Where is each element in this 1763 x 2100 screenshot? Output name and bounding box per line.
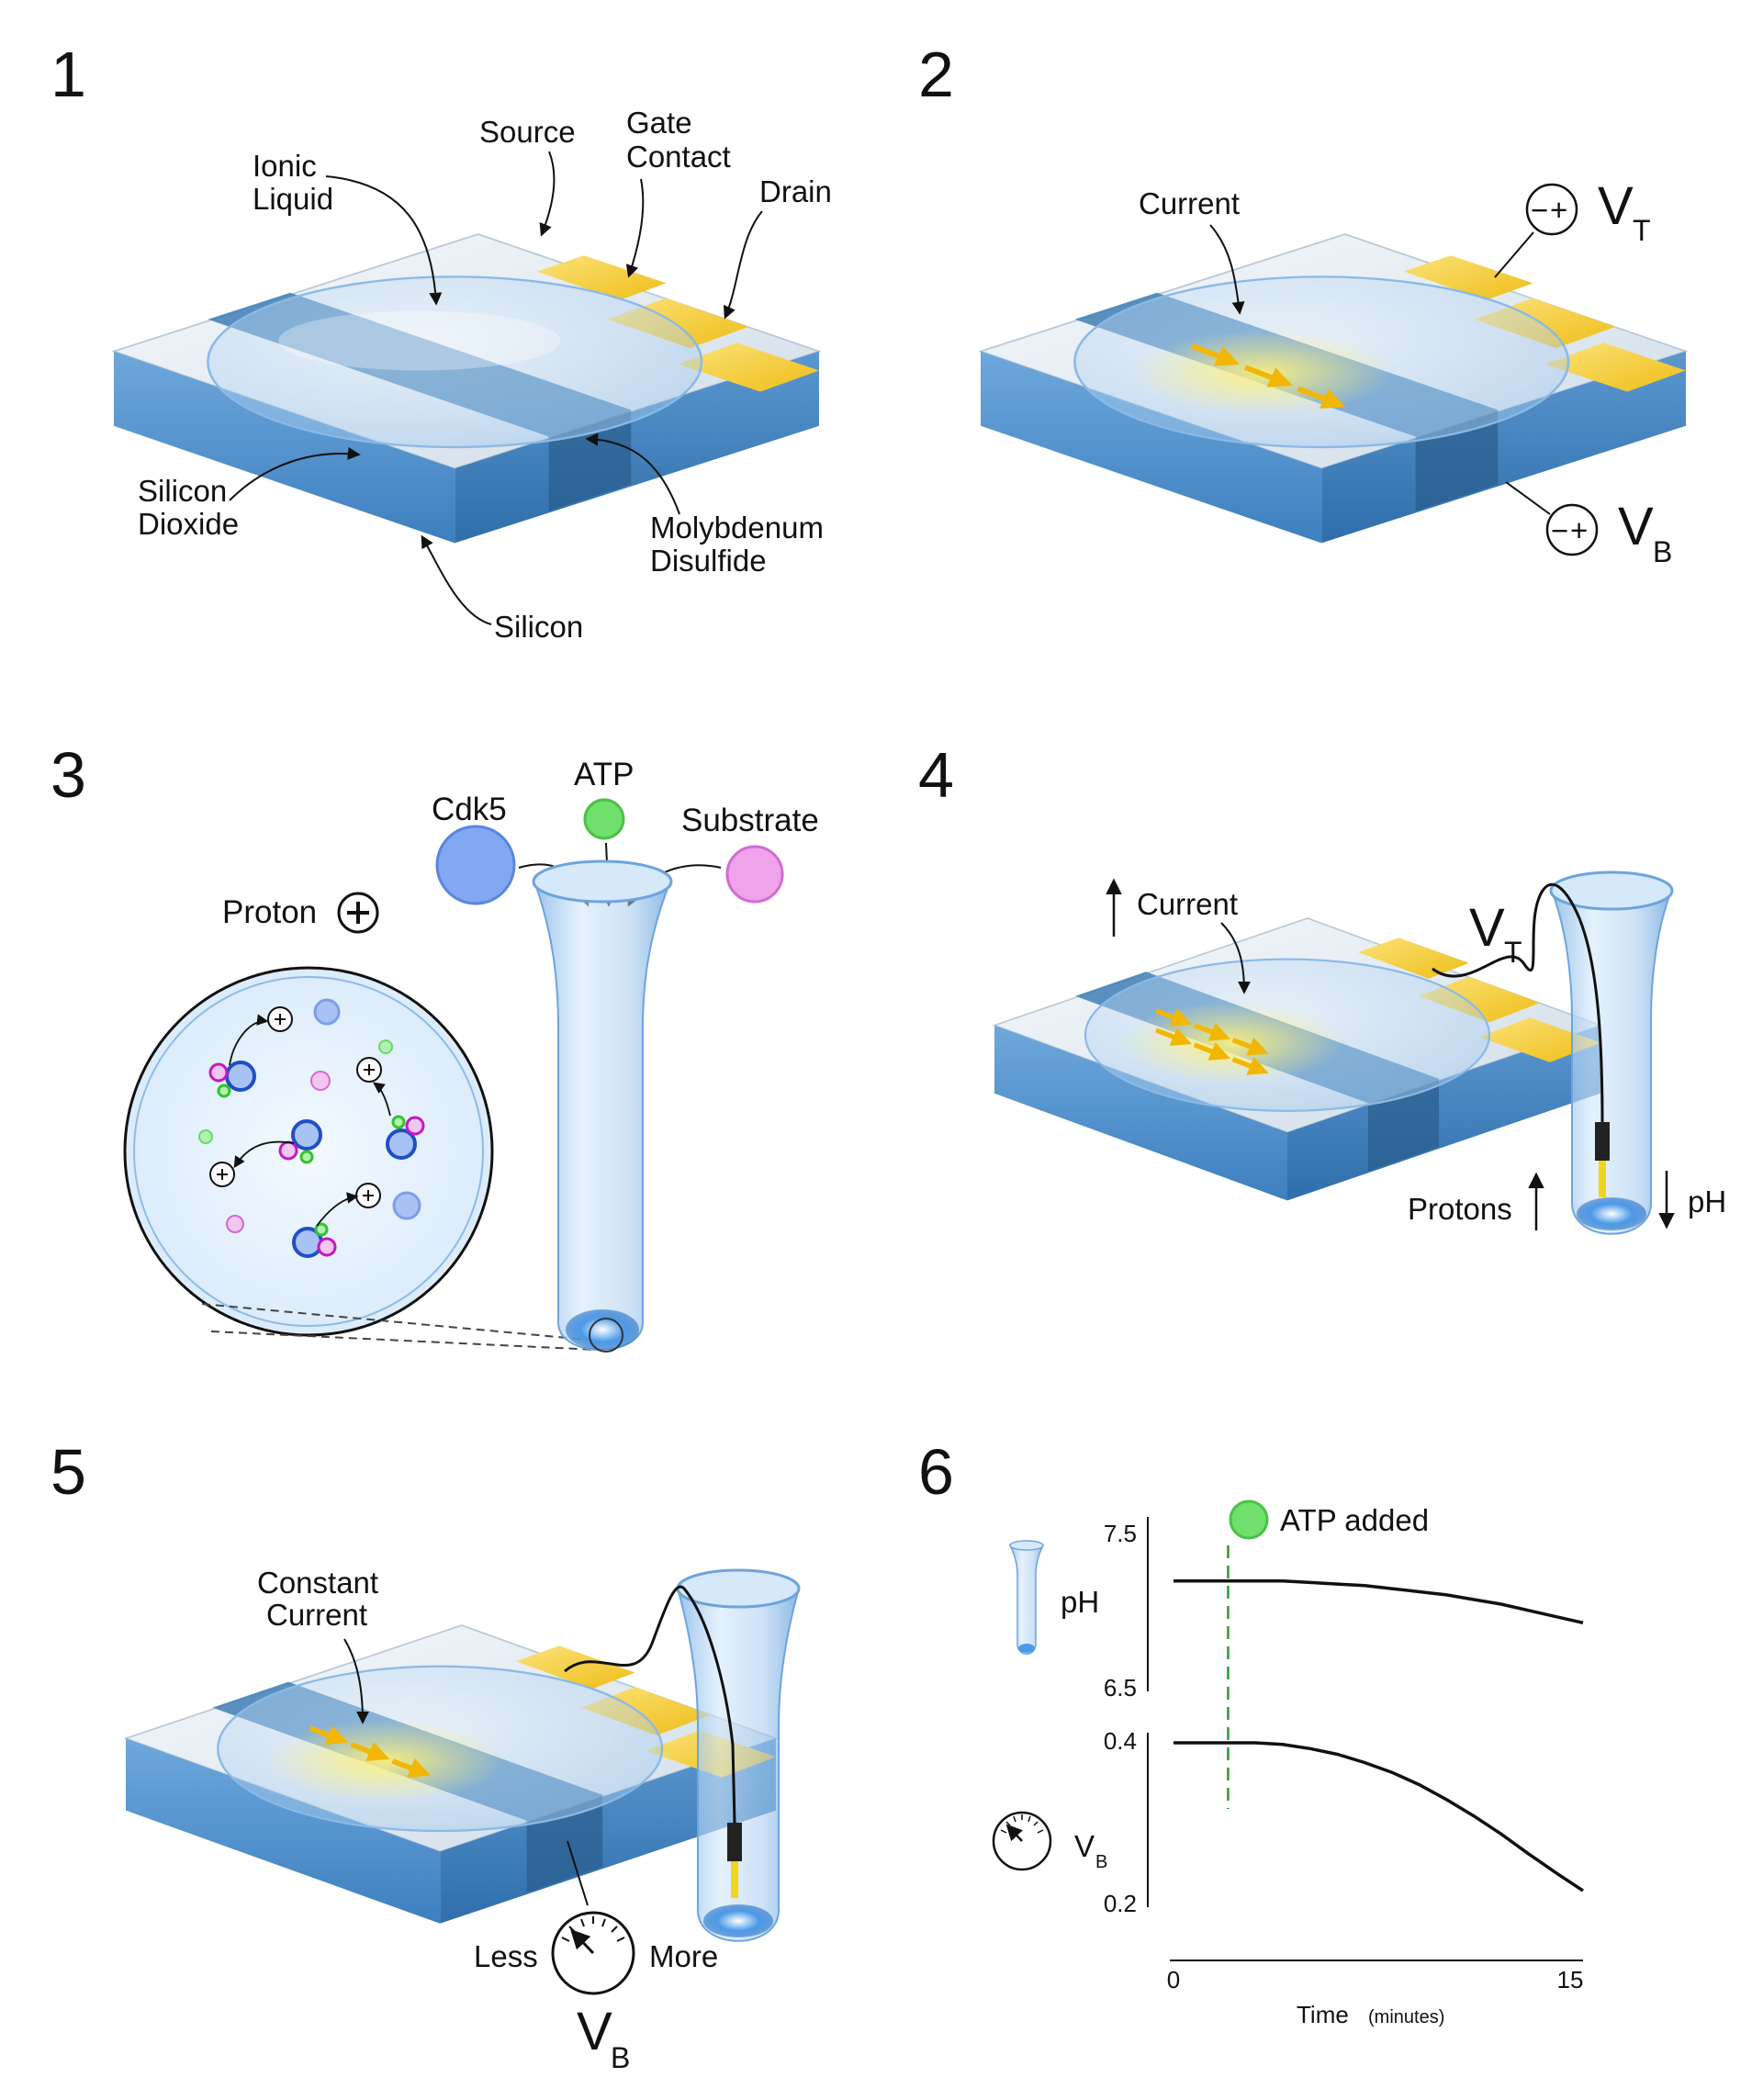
label-sio2-line1: Silicon [138, 474, 227, 508]
atp-added-marker [1229, 1499, 1269, 1540]
panel-5-tube [564, 1568, 801, 1942]
panel-4-tube [1432, 870, 1674, 1235]
vb-label-main: V [577, 2002, 612, 2061]
panel-number-1: 1 [51, 39, 86, 110]
panel-number-5: 5 [51, 1436, 86, 1508]
label-mos2-line1: Molybdenum [650, 511, 824, 545]
vb-ytick-bottom: 0.2 [1104, 1890, 1137, 1917]
panel-4-labels: Current V T Protons pH [1106, 878, 1726, 1230]
panel-1-labels: Source Gate Contact Drain Ionic Liquid S… [138, 106, 832, 644]
panel-3: Cdk5 ATP Substrate Proton [123, 757, 819, 1353]
panel-5-labels: Constant Current Less More V B [257, 1566, 718, 2074]
label-source: Source [479, 115, 576, 149]
ph-series-line [1173, 1578, 1584, 1625]
gauge-icon [551, 1911, 635, 1995]
label-gate-line2: Contact [626, 140, 731, 174]
label-constant-line2: Current [266, 1598, 367, 1632]
x-axis-label: Time [1297, 2001, 1349, 2028]
panel-number-2: 2 [918, 39, 954, 110]
label-ph: pH [1688, 1185, 1726, 1218]
vb-label-sub: B [1653, 535, 1672, 568]
vb-label-sub: B [611, 2041, 630, 2074]
panel-1-device [113, 233, 820, 545]
label-current-increase: Current [1137, 887, 1238, 921]
atp-molecule [583, 798, 625, 840]
label-sio2-line2: Dioxide [138, 507, 239, 541]
ph-ytick-top: 7.5 [1104, 1520, 1137, 1547]
substrate-molecule [725, 845, 784, 904]
vb-axis-label-main: V [1074, 1829, 1095, 1863]
vt-label-main: V [1469, 898, 1505, 958]
proton-icon [337, 892, 379, 934]
vt-plus-sign: + [1550, 193, 1567, 227]
label-protons: Protons [1408, 1192, 1512, 1226]
vb-plus-sign: + [1570, 513, 1588, 547]
panel-number-6: 6 [918, 1436, 954, 1508]
label-more: More [649, 1939, 718, 1973]
vb-voltage-source-icon: − + [1545, 503, 1599, 556]
vb-gauge-icon [992, 1811, 1052, 1871]
test-tube [532, 859, 673, 1353]
label-silicon: Silicon [494, 610, 583, 644]
label-current: Current [1139, 186, 1240, 220]
vt-label-sub: T [1504, 936, 1522, 969]
panel-6-chart: 7.5 6.5 0.4 0.2 0 15 Time (minutes) pH [992, 1499, 1584, 2028]
vb-axis-label-sub: B [1095, 1852, 1107, 1872]
panel-2-device [980, 233, 1687, 545]
ph-axis-label: pH [1061, 1585, 1099, 1619]
vt-voltage-source-icon: − + [1525, 183, 1578, 236]
panel-number-4: 4 [918, 739, 954, 811]
atp-added-label: ATP added [1280, 1503, 1429, 1537]
label-gate-line1: Gate [626, 106, 692, 140]
label-proton: Proton [222, 894, 317, 930]
label-cdk5: Cdk5 [432, 792, 507, 827]
x-axis-unit: (minutes) [1368, 2007, 1444, 2027]
panel-4-device [994, 917, 1601, 1202]
panel-2-labels: Current − + V T − + V B [1139, 176, 1672, 568]
label-atp: ATP [574, 757, 634, 792]
panel-5-device [125, 1624, 777, 1925]
label-ionic-line1: Ionic [253, 149, 317, 183]
label-substrate: Substrate [681, 803, 819, 838]
vt-label-main: V [1598, 176, 1634, 236]
x-tick-15: 15 [1557, 1966, 1584, 1993]
x-tick-0: 0 [1167, 1966, 1180, 1993]
cdk5-molecule [435, 825, 516, 905]
ph-ytick-bottom: 6.5 [1104, 1674, 1137, 1701]
label-less: Less [474, 1939, 538, 1973]
ph-tube-icon [1008, 1540, 1045, 1655]
label-constant-line1: Constant [257, 1566, 378, 1600]
label-mos2-line2: Disulfide [650, 544, 767, 578]
label-drain: Drain [759, 174, 832, 208]
vt-minus-sign: − [1531, 193, 1548, 227]
vt-label-sub: T [1633, 214, 1651, 247]
vb-series-line [1173, 1741, 1584, 1892]
label-ionic-line2: Liquid [253, 182, 333, 216]
vb-label-main: V [1618, 497, 1654, 556]
mini-proton-icons [209, 1006, 382, 1208]
vb-ytick-top: 0.4 [1104, 1727, 1137, 1755]
panel-number-3: 3 [51, 739, 86, 811]
vb-minus-sign: − [1551, 513, 1568, 547]
